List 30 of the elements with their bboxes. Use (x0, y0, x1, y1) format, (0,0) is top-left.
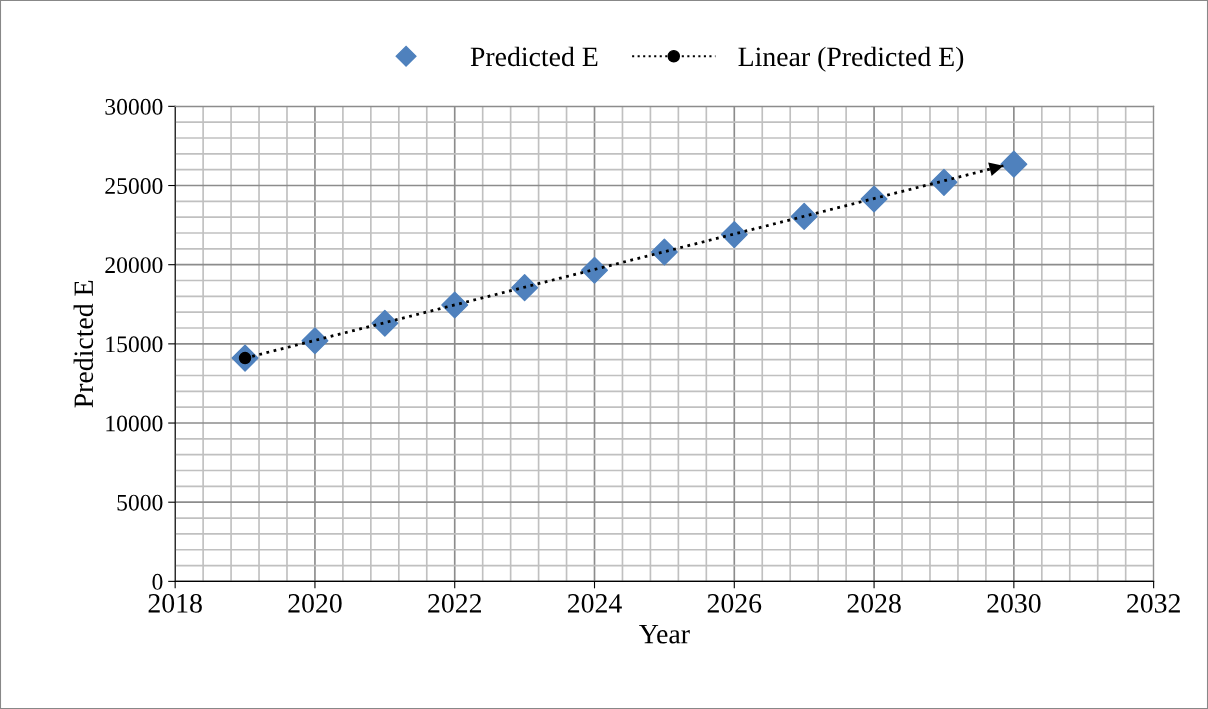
y-tick-label: 30000 (105, 98, 163, 115)
y-tick-label: 15000 (106, 336, 163, 353)
point (581, 256, 609, 284)
y-axis-title: Predicted E (73, 280, 94, 408)
point (720, 221, 748, 249)
y-tick-label: 10000 (106, 415, 163, 432)
x-axis-title: Year (639, 625, 690, 644)
point (790, 202, 818, 230)
x-tick-label: 2022 (428, 593, 481, 613)
point (930, 168, 958, 196)
y-tick-label: 5000 (117, 494, 163, 511)
x-tick-label: 2024 (567, 593, 622, 613)
point (650, 238, 678, 266)
y-tick-label: 20000 (105, 257, 163, 274)
point (511, 274, 539, 302)
x-tick-label: 2020 (288, 593, 342, 613)
point (371, 309, 399, 337)
legend-label: Linear (Predicted E) (738, 46, 964, 72)
legend-label: Predicted E (470, 46, 598, 67)
point (860, 185, 888, 213)
x-tick-label: 2028 (847, 593, 901, 613)
x-tick-label: 2026 (707, 593, 762, 613)
point (1000, 150, 1028, 178)
y-tick-label: 0 (152, 573, 163, 590)
point (301, 327, 329, 355)
x-tick-label: 2032 (1127, 593, 1180, 613)
point (441, 291, 469, 319)
x-tick-label: 2030 (987, 593, 1041, 613)
y-tick-label: 25000 (105, 178, 163, 194)
x-tick-label: 2018 (148, 593, 202, 613)
